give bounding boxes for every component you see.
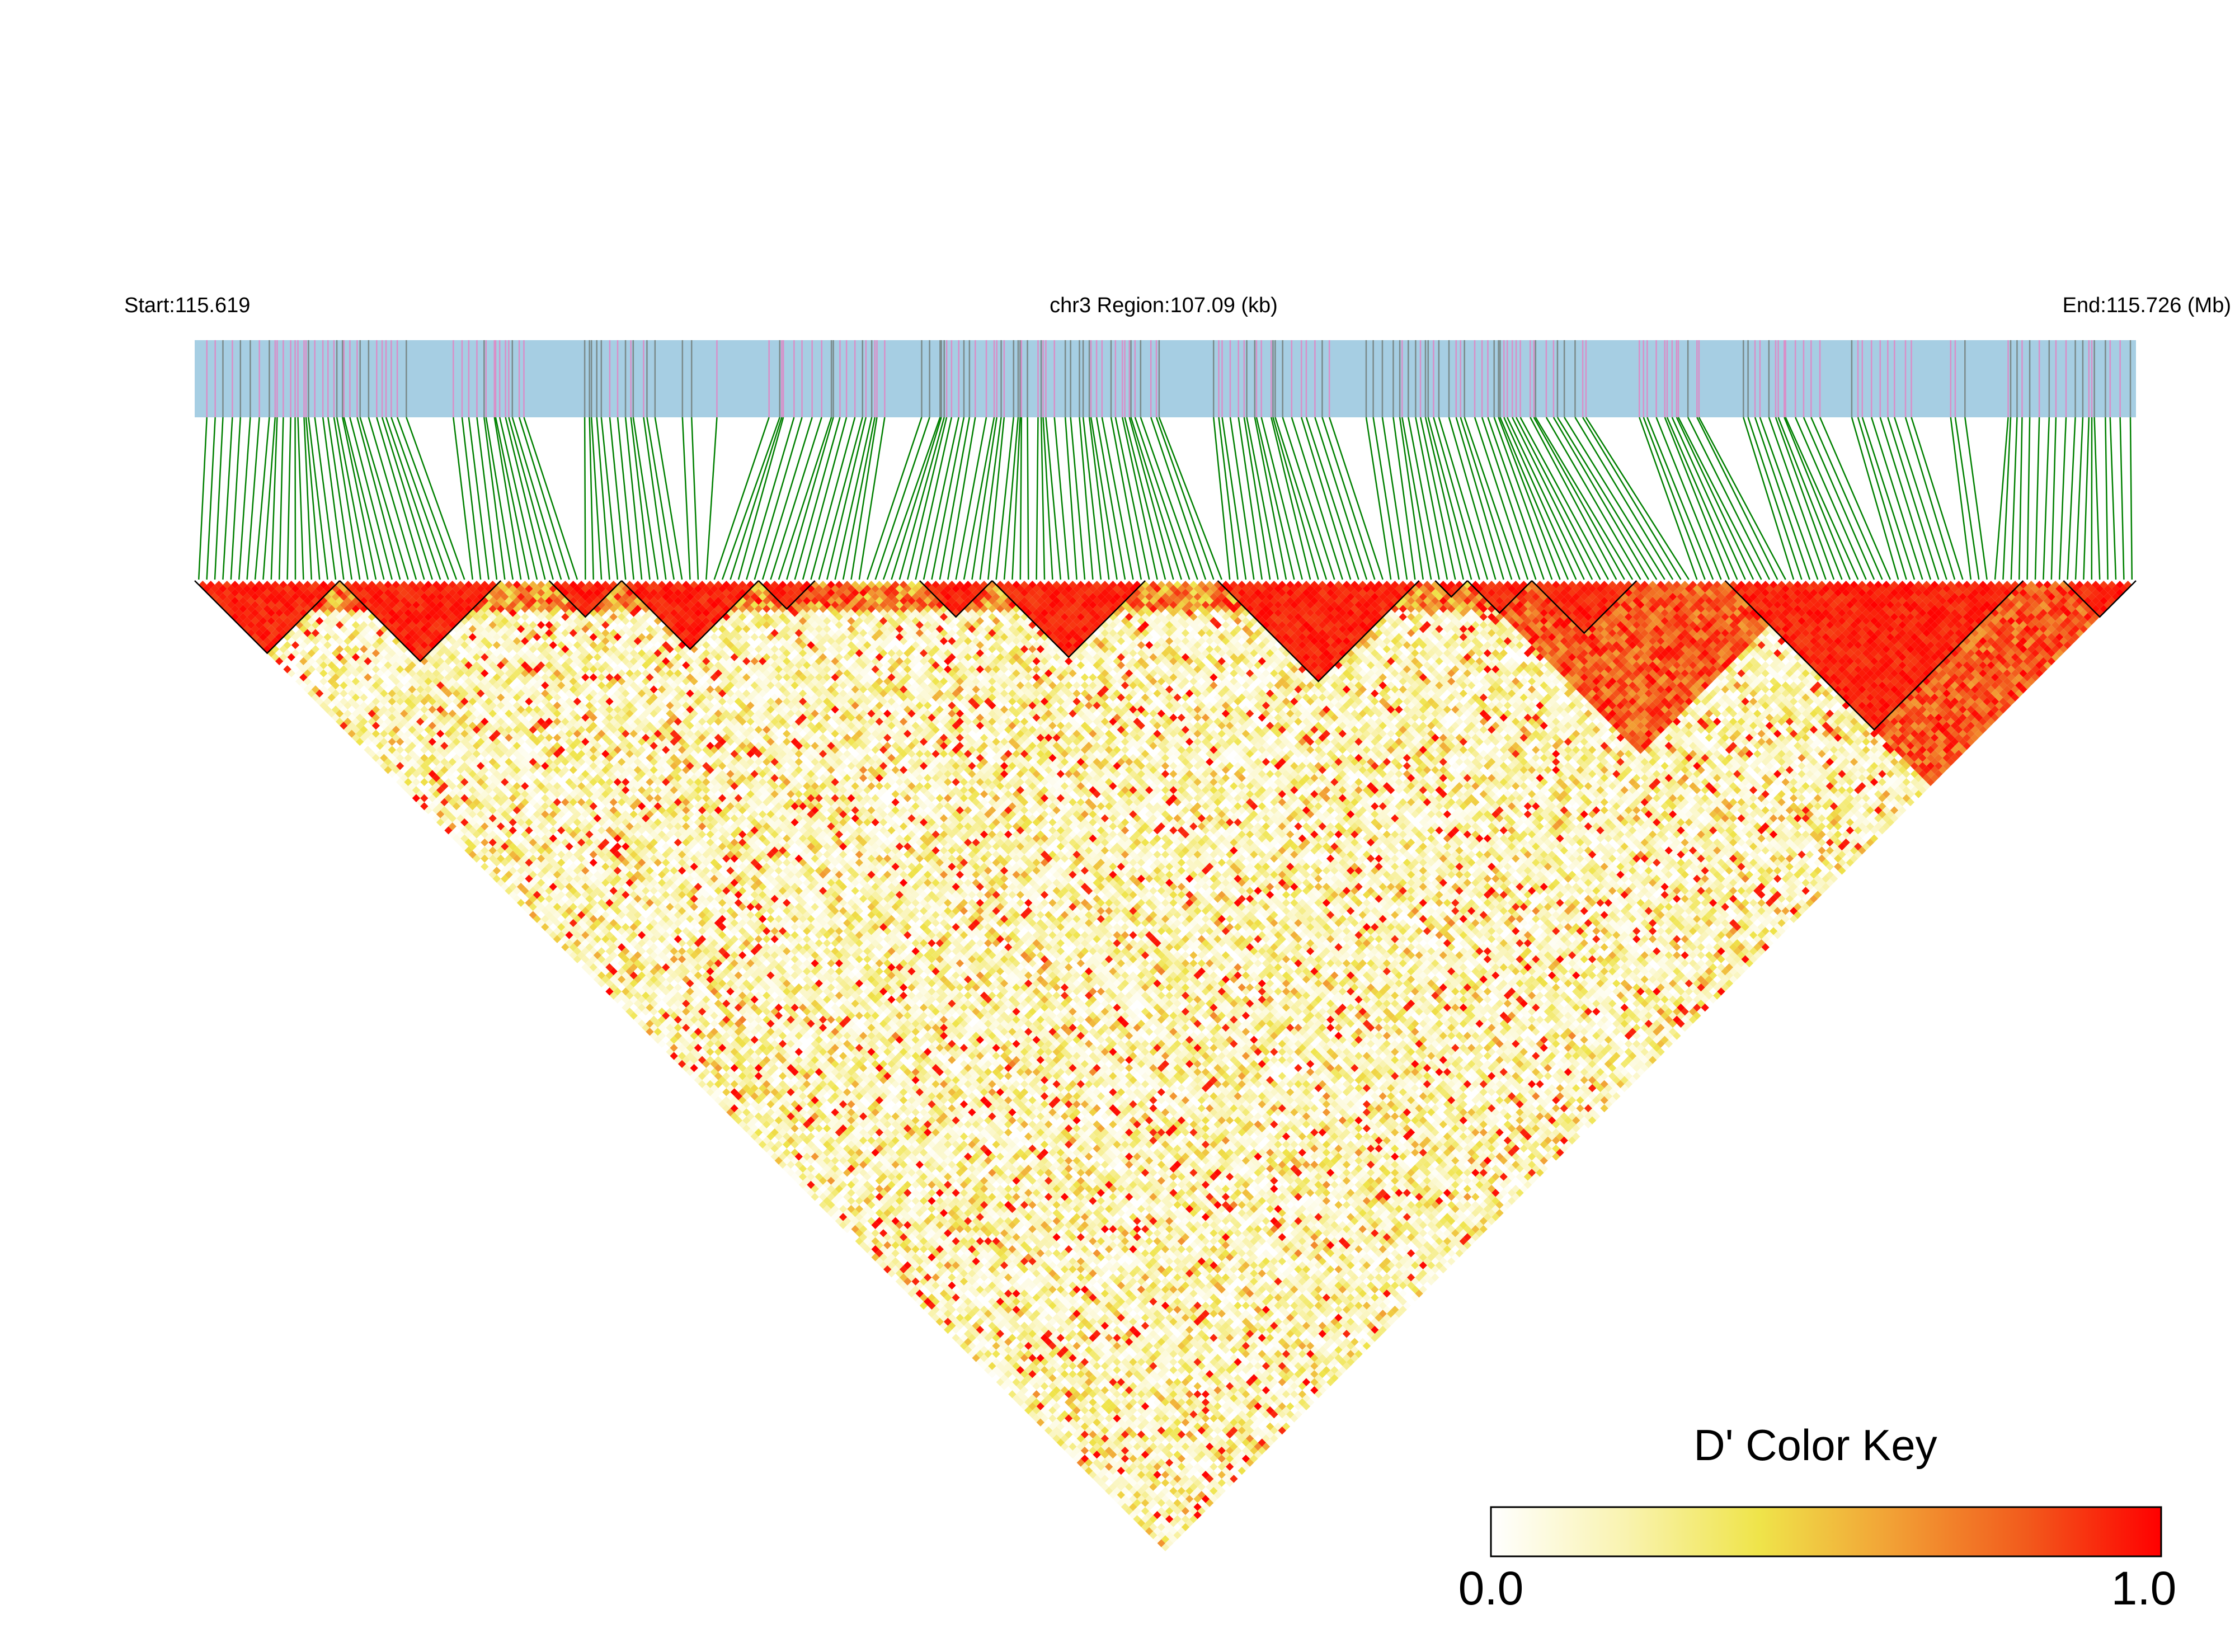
- snp-connector-line: [1647, 417, 1713, 580]
- snp-connector-line: [610, 417, 625, 580]
- snp-connector-line: [1292, 417, 1343, 580]
- snp-connector-line: [2120, 417, 2124, 580]
- snp-connector-line: [1131, 417, 1182, 580]
- snp-connector-line: [1667, 417, 1737, 580]
- snp-connector-line: [199, 417, 207, 580]
- snp-connector-line: [369, 417, 416, 580]
- snp-connector-line: [972, 417, 996, 580]
- snp-connector-line: [1688, 417, 1770, 580]
- snp-connector-line: [1778, 417, 1842, 580]
- snp-connector-line: [2083, 417, 2088, 580]
- snp-connector-line: [2076, 417, 2083, 580]
- snp-connector-line: [2105, 417, 2107, 580]
- snp-connector-line: [2095, 417, 2100, 580]
- snp-connector-line: [2059, 417, 2066, 580]
- snp-connector-line: [486, 417, 513, 580]
- snp-connector-line: [1315, 417, 1367, 580]
- snp-connector-line: [506, 417, 545, 580]
- snp-connector-line: [2011, 417, 2017, 580]
- snp-connector-line: [1894, 417, 1946, 580]
- snp-connector-line: [883, 417, 940, 580]
- snp-connector-line: [1504, 417, 1576, 580]
- snp-connector-line: [223, 417, 232, 580]
- snp-connector-line: [1912, 417, 1963, 580]
- snp-connector-line: [2043, 417, 2049, 580]
- snp-connector-line: [683, 417, 690, 580]
- snp-connector-line: [859, 417, 885, 580]
- snp-connector-line: [931, 417, 964, 580]
- snp-connector-line: [1482, 417, 1536, 580]
- snp-connector-line: [1402, 417, 1431, 580]
- snp-connector-line: [2130, 417, 2132, 580]
- snp-connector-line: [512, 417, 561, 580]
- snp-connector-line: [1028, 417, 1029, 580]
- snp-connector-lines: [199, 417, 2132, 580]
- snp-connector-line: [1852, 417, 1898, 580]
- snp-connector-line: [323, 417, 344, 580]
- snp-connector-line: [1575, 417, 1673, 580]
- snp-connector-line: [2068, 417, 2076, 580]
- snp-connector-line: [215, 417, 223, 580]
- snp-connector-line: [382, 417, 432, 580]
- snp-connector-line: [263, 417, 275, 580]
- snp-connector-line: [279, 417, 283, 580]
- snp-connector-line: [1858, 417, 1907, 580]
- snp-connector-line: [519, 417, 569, 580]
- snp-connector-line: [1156, 417, 1213, 580]
- snp-connector-line: [397, 417, 457, 580]
- snp-connector-line: [1475, 417, 1528, 580]
- snp-connector-line: [851, 417, 877, 580]
- snp-connector-line: [647, 417, 674, 580]
- snp-connector-line: [618, 417, 634, 580]
- snp-connector-line: [1091, 417, 1117, 580]
- ld-heatmap-cells: [199, 581, 2132, 1551]
- snp-connector-line: [496, 417, 529, 580]
- snp-connector-line: [231, 417, 241, 580]
- snp-connector-line: [1461, 417, 1512, 580]
- snp-connector-line: [1512, 417, 1592, 580]
- region-title-label: chr3 Region:107.09 (kb): [1050, 294, 1278, 317]
- region-end-label: End:115.726 (Mb): [2063, 294, 2231, 317]
- snp-connector-line: [1755, 417, 1810, 580]
- snp-connector-line: [940, 417, 970, 580]
- snp-connector-line: [655, 417, 682, 580]
- region-start-label: Start:115.619: [124, 294, 250, 317]
- snp-connector-line: [691, 417, 698, 580]
- snp-connector-line: [2027, 417, 2030, 580]
- snp-connector-line: [1546, 417, 1641, 580]
- snp-connector-line: [288, 417, 291, 580]
- snp-connector-line: [1306, 417, 1359, 580]
- snp-connector-line: [964, 417, 994, 580]
- snp-connector-line: [722, 417, 780, 580]
- snp-connector-line: [1071, 417, 1085, 580]
- snp-connector-line: [1329, 417, 1383, 580]
- snp-connector-line: [1804, 417, 1874, 580]
- snp-connector-line: [730, 417, 782, 580]
- snp-connector-line: [495, 417, 521, 580]
- snp-connector-line: [706, 417, 717, 580]
- snp-connector-line: [298, 417, 304, 580]
- snp-connector-line: [1366, 417, 1391, 580]
- snp-connector-line: [1020, 417, 1022, 580]
- snp-connector-line: [1322, 417, 1375, 580]
- snp-connector-line: [271, 417, 277, 580]
- snp-connector-line: [2019, 417, 2022, 580]
- snp-connector-line: [2110, 417, 2116, 580]
- snp-connector-line: [1776, 417, 1834, 580]
- snp-connector-line: [207, 417, 215, 580]
- snp-connector-line: [1244, 417, 1270, 580]
- snp-connector-line: [2035, 417, 2039, 580]
- snp-connector-line: [1275, 417, 1326, 580]
- snp-connector-line: [1135, 417, 1189, 580]
- snp-connector-line: [2052, 417, 2056, 580]
- snp-connector-line: [1037, 417, 1038, 580]
